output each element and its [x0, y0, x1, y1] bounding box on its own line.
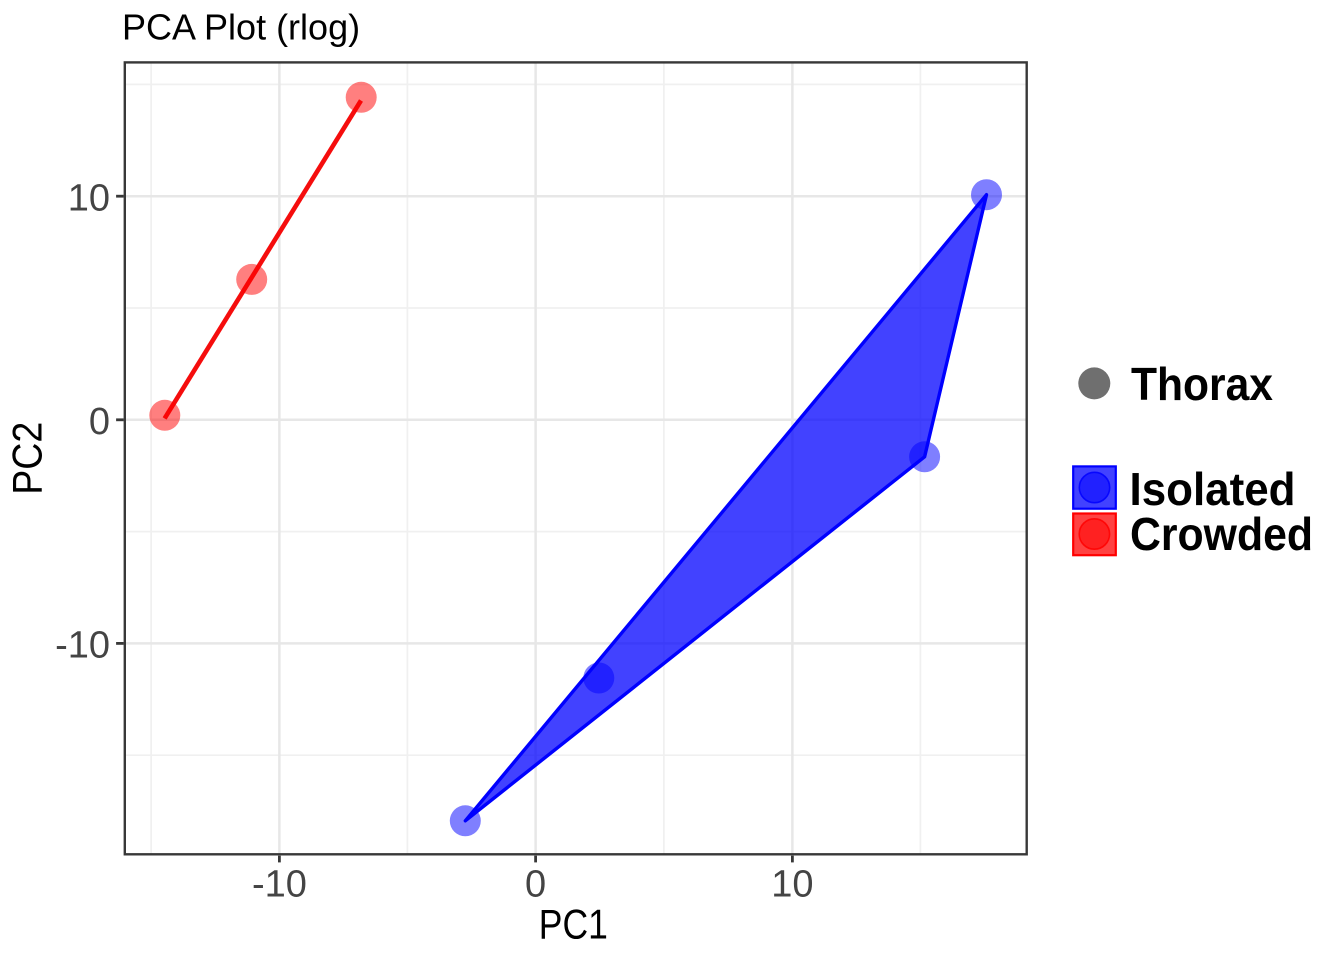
- svg-text:10: 10: [68, 177, 110, 219]
- svg-text:10: 10: [771, 863, 813, 905]
- svg-text:PC1: PC1: [539, 900, 608, 947]
- svg-text:-10: -10: [252, 863, 307, 905]
- svg-text:Crowded: Crowded: [1130, 508, 1313, 560]
- svg-text:0: 0: [89, 401, 110, 443]
- svg-text:-10: -10: [55, 624, 110, 666]
- svg-text:PCA Plot (rlog): PCA Plot (rlog): [122, 7, 360, 48]
- svg-text:Isolated: Isolated: [1130, 463, 1296, 515]
- svg-text:Thorax: Thorax: [1131, 358, 1273, 410]
- svg-text:0: 0: [525, 863, 546, 905]
- svg-text:PC2: PC2: [3, 422, 50, 495]
